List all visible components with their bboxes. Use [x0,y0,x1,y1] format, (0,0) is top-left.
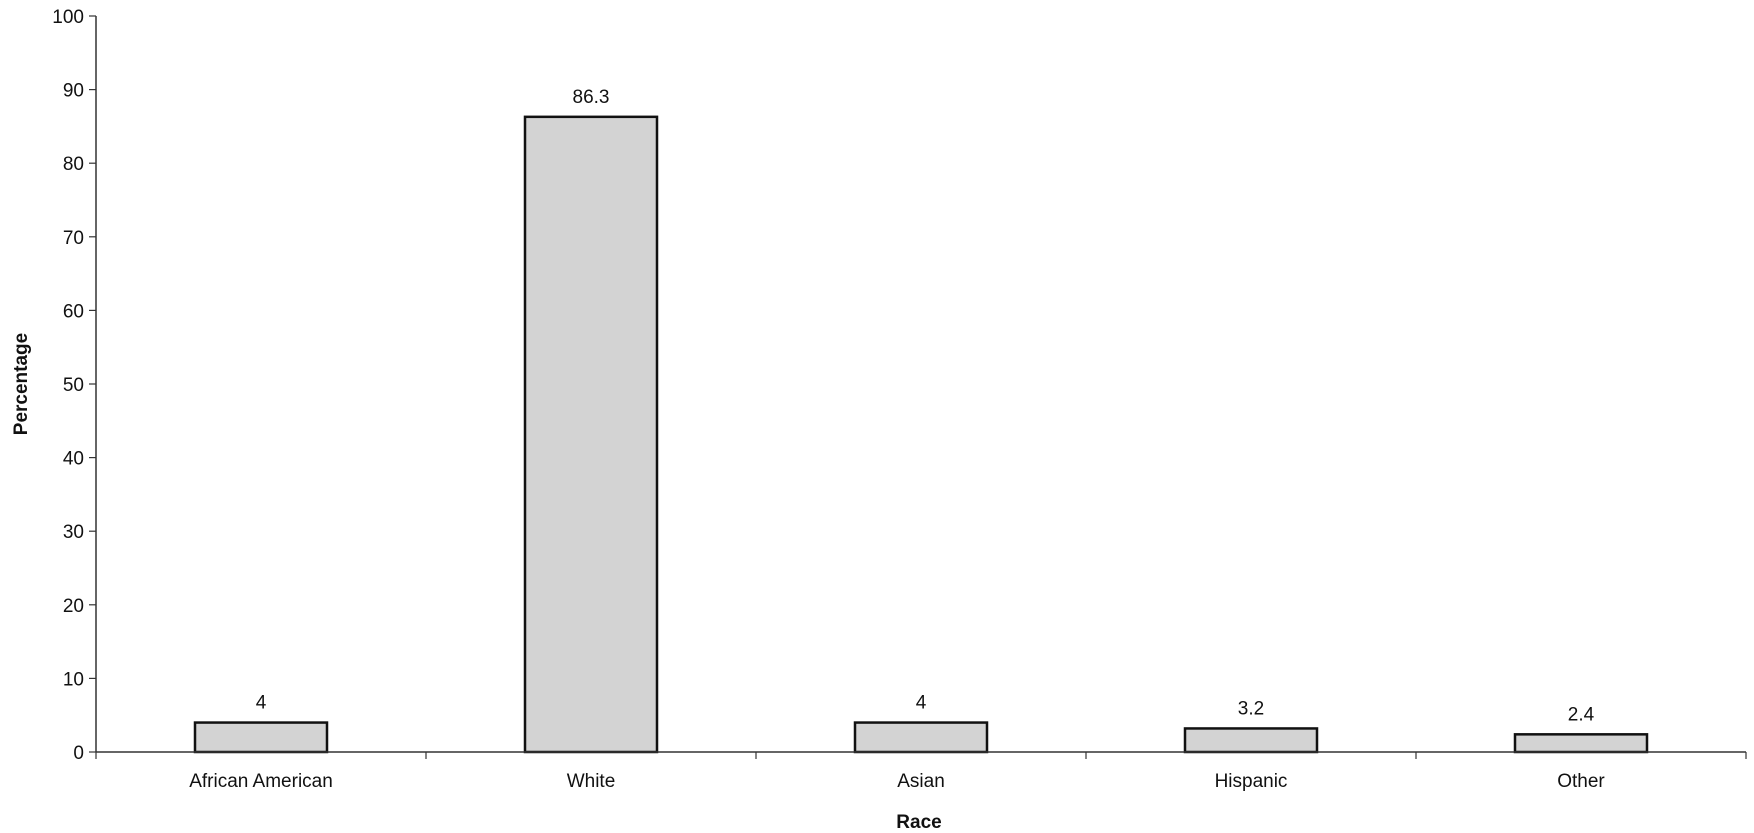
y-tick-label: 20 [63,596,84,617]
y-tick-label: 80 [63,154,84,175]
data-label: 2.4 [1568,704,1595,725]
bars: 4 86.3 4 3.2 2.4 [193,87,1649,754]
x-axis-title: Race [896,812,941,833]
data-label: 4 [916,693,927,714]
y-axis-ticks: 0 10 20 30 40 50 60 70 80 90 100 [52,7,96,764]
bar-hispanic [1183,727,1319,754]
y-tick-label: 100 [52,7,84,28]
x-tick-label: Asian [897,771,945,792]
y-tick-label: 0 [73,743,84,764]
data-label: 86.3 [573,87,610,108]
data-label: 3.2 [1238,698,1264,719]
bar-other [1513,733,1649,754]
bar-asian [853,721,989,754]
y-tick-label: 90 [63,81,84,102]
x-axis-ticks: African American White Asian Hispanic Other [95,752,1747,792]
data-label: 4 [256,693,267,714]
bar-african-american [193,721,329,754]
x-tick-label: African American [189,771,333,792]
x-tick-label: White [567,771,616,792]
y-tick-label: 30 [63,522,84,543]
bar-white [523,115,659,754]
y-tick-label: 50 [63,375,84,396]
y-axis-title: Percentage [11,333,32,435]
y-tick-label: 60 [63,301,84,322]
y-tick-label: 70 [63,228,84,249]
y-tick-label: 10 [63,669,84,690]
x-tick-label: Other [1557,771,1605,792]
y-tick-label: 40 [63,449,84,470]
x-tick-label: Hispanic [1215,771,1288,792]
